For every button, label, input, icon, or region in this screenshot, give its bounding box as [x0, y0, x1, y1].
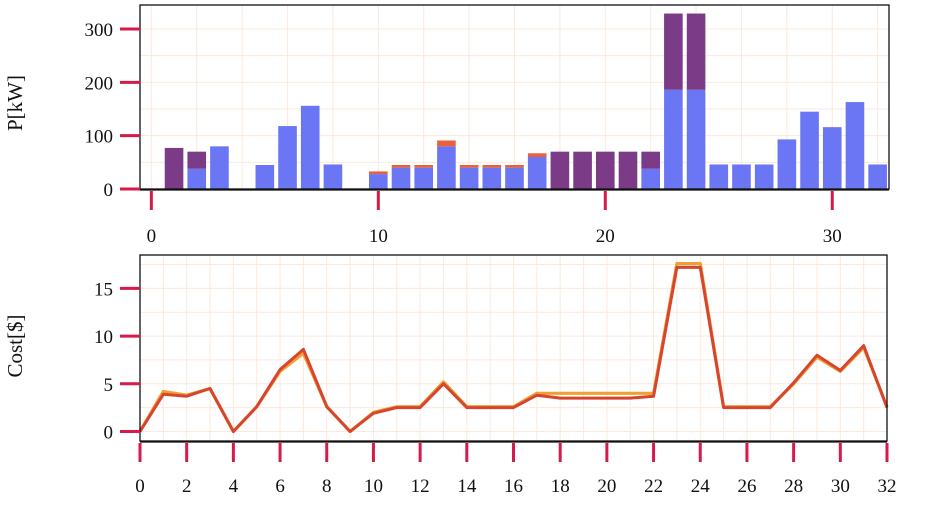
power-bar-lower	[278, 126, 297, 189]
power-y-tick-label: 200	[85, 73, 114, 94]
power-bar-top	[437, 140, 456, 147]
cost-y-axis-label: Cost[$]	[3, 315, 27, 378]
power-bar-lower	[732, 164, 751, 189]
power-bar-lower	[323, 164, 343, 189]
power-y-tick-label: 300	[85, 20, 114, 41]
power-bar-upper	[550, 151, 570, 189]
power-bar-upper	[164, 147, 184, 189]
power-bar-lower	[210, 146, 229, 189]
cost-x-tick-label: 16	[504, 476, 523, 497]
power-y-tick-label: 100	[85, 127, 114, 148]
power-bar-top	[369, 171, 388, 175]
power-bar-top	[459, 165, 479, 168]
power-bar-lower	[437, 146, 456, 189]
power-bar-lower	[800, 111, 819, 189]
cost-x-tick-label: 0	[135, 476, 145, 497]
power-bars	[164, 13, 887, 189]
power-bar-top	[505, 165, 524, 168]
power-x-tick-label: 20	[596, 226, 615, 247]
power-bar-lower	[482, 167, 502, 189]
power-bar-lower	[777, 139, 797, 189]
power-bar-lower	[845, 102, 865, 189]
power-chart: 0 10 20 30 0 100 200 300 P[kW]	[3, 4, 890, 247]
cost-x-tick-label: 26	[737, 476, 756, 497]
cost-x-axis: 0 2 4 6 8 10 12 14 16 18 20 22 24 26 28 30 32	[135, 441, 897, 497]
power-bar-lower	[459, 167, 479, 189]
power-bar-upper	[664, 13, 683, 90]
power-bar-lower	[391, 167, 411, 189]
cost-x-tick-label: 30	[831, 476, 850, 497]
power-bar-lower	[709, 164, 729, 189]
power-bar-upper	[595, 151, 615, 189]
power-bar-top	[482, 165, 502, 168]
power-bar-upper	[573, 151, 592, 189]
cost-y-tick-label: 10	[94, 327, 113, 348]
power-y-tick-label: 0	[104, 180, 114, 201]
cost-x-tick-label: 12	[411, 476, 430, 497]
cost-plot-frame	[139, 254, 888, 442]
cost-y-tick-label: 0	[104, 422, 114, 443]
cost-y-tick-label: 15	[94, 279, 113, 300]
power-bar-top	[391, 165, 411, 168]
power-x-tick-label: 10	[369, 226, 388, 247]
power-x-tick-label: 30	[823, 226, 842, 247]
power-bar-upper	[686, 13, 706, 90]
power-bar-upper	[618, 151, 638, 189]
cost-x-tick-label: 20	[597, 476, 616, 497]
cost-y-axis: 0 5 10 15	[94, 279, 140, 443]
power-bar-lower	[300, 105, 320, 189]
power-bar-lower	[414, 167, 434, 189]
power-y-axis-label: P[kW]	[3, 75, 27, 131]
power-bar-lower	[686, 89, 706, 189]
cost-lines	[138, 262, 889, 434]
power-x-tick-label: 0	[147, 226, 157, 247]
power-bar-lower	[664, 89, 683, 189]
cost-x-tick-label: 32	[878, 476, 897, 497]
power-bar-top	[414, 165, 434, 168]
power-bar-lower	[868, 164, 887, 189]
power-bar-upper	[641, 151, 660, 169]
power-x-axis: 0 10 20 30	[140, 189, 889, 247]
cost-x-tick-label: 4	[229, 476, 239, 497]
power-bar-lower	[527, 157, 547, 189]
cost-x-tick-label: 18	[551, 476, 570, 497]
cost-line-main	[138, 265, 889, 433]
power-bar-lower	[505, 167, 524, 189]
cost-x-tick-label: 28	[784, 476, 803, 497]
power-grid	[140, 5, 889, 189]
cost-x-tick-label: 22	[644, 476, 663, 497]
power-bar-lower	[822, 127, 842, 189]
cost-x-tick-label: 10	[364, 476, 383, 497]
power-y-axis: 0 100 200 300	[85, 20, 140, 201]
power-bar-upper	[187, 151, 207, 169]
cost-x-tick-label: 8	[322, 476, 332, 497]
cost-x-tick-label: 24	[691, 476, 711, 497]
power-plot-frame	[139, 4, 890, 190]
power-bar-lower	[641, 168, 660, 189]
cost-x-tick-label: 14	[457, 476, 477, 497]
cost-y-tick-label: 5	[104, 375, 114, 396]
power-bar-lower	[255, 165, 275, 189]
cost-x-tick-label: 6	[275, 476, 285, 497]
power-bar-lower	[369, 174, 388, 189]
power-bar-top	[527, 153, 547, 157]
power-bar-lower	[187, 168, 207, 189]
cost-x-tick-label: 2	[182, 476, 192, 497]
power-bar-lower	[754, 164, 774, 189]
